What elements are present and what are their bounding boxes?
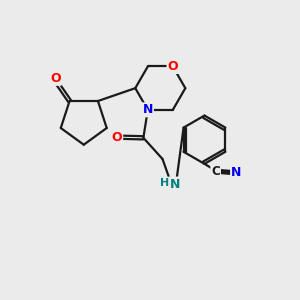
Text: O: O — [112, 131, 122, 144]
Text: C: C — [211, 165, 220, 178]
Text: H: H — [160, 178, 170, 188]
Text: O: O — [50, 72, 61, 85]
Text: N: N — [142, 103, 153, 116]
Text: N: N — [231, 166, 242, 179]
Text: N: N — [170, 178, 180, 190]
Text: O: O — [167, 60, 178, 73]
